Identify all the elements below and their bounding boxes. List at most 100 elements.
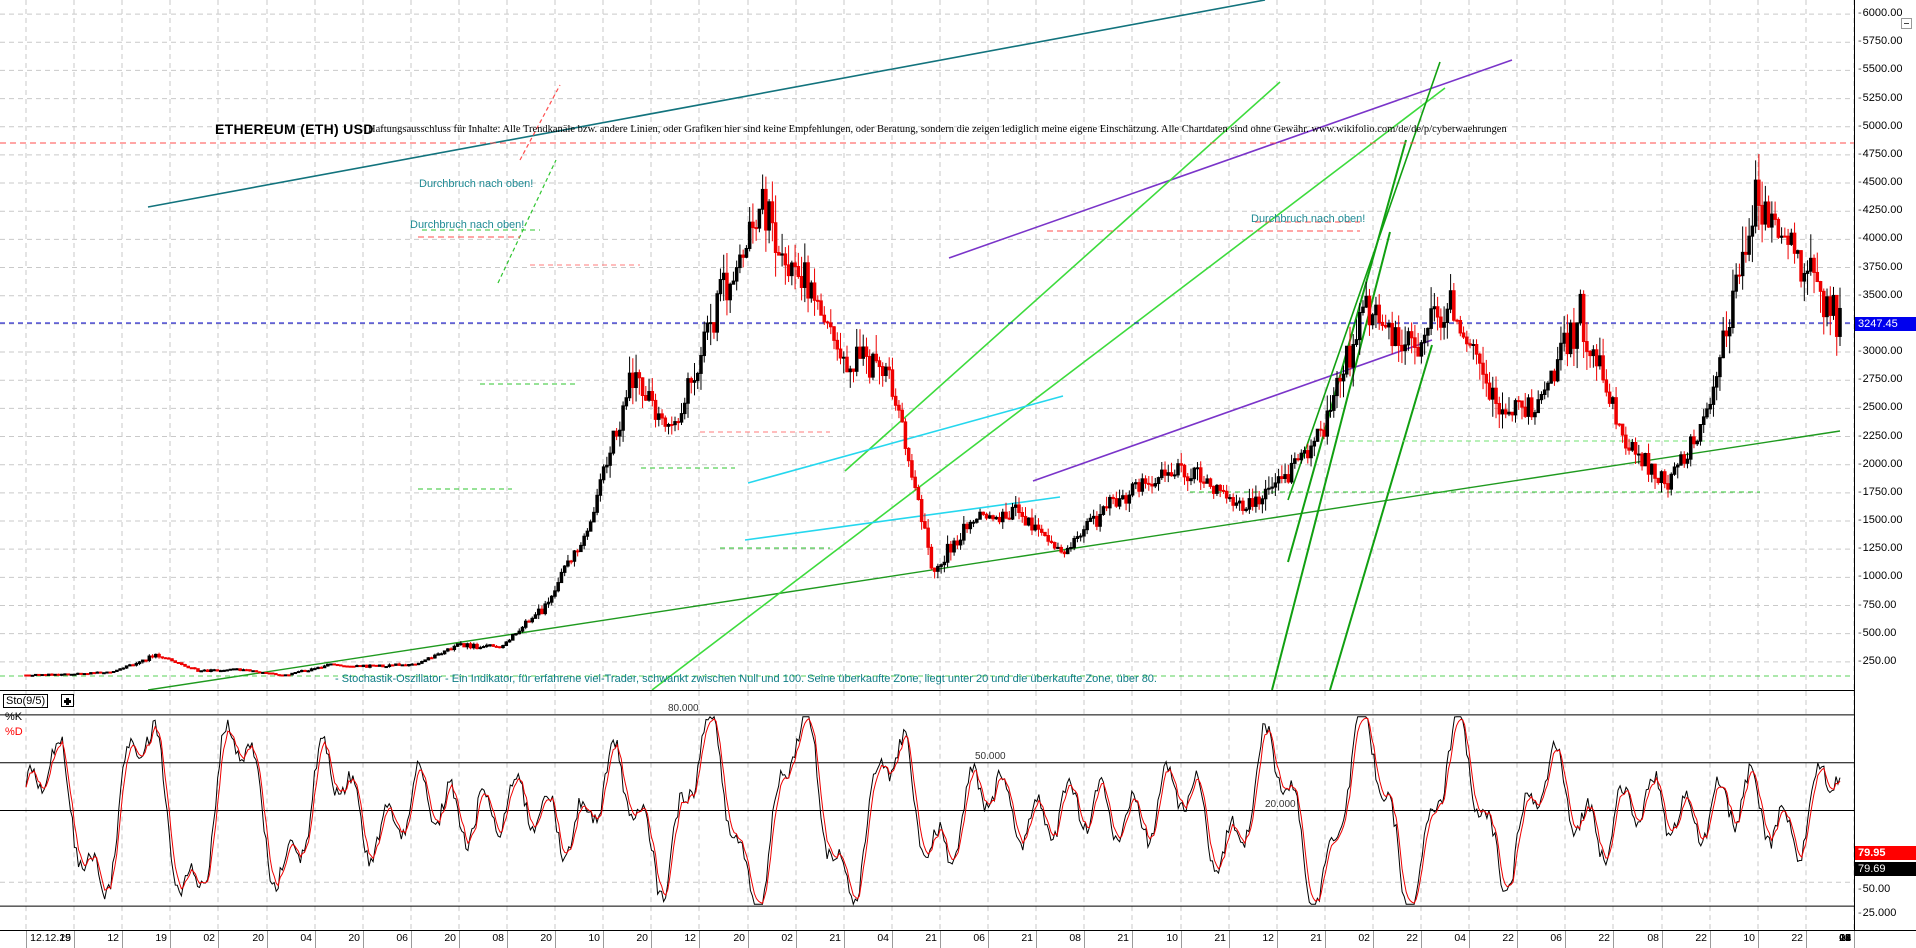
price-chart-panel[interactable]: ETHEREUM (ETH) USD Haftungsausschluss fü… [0,0,1854,690]
time-axis-label: 04 [1454,932,1466,944]
time-axis-label: 25 [1839,932,1851,944]
time-axis-separator [170,931,171,948]
price-tick-1250-00: 1250.00 [1858,543,1903,554]
time-axis-label: 24 [1839,932,1851,944]
time-axis-label: 20 [540,932,552,944]
time-axis-separator [844,931,845,948]
collapse-icon[interactable] [1901,18,1912,29]
time-axis-label: 08 [1839,932,1851,944]
time-axis-label: 06 [1839,932,1851,944]
time-axis-separator [988,931,989,948]
time-axis-separator [74,931,75,948]
time-axis-label: 04 [300,932,312,944]
time-axis-label: 06 [973,932,985,944]
time-axis-separator [603,931,604,948]
time-axis-label: 04 [1839,932,1851,944]
time-axis-label: 23 [1839,932,1851,944]
price-series-plot [0,0,1854,690]
time-axis-separator [1854,931,1855,948]
oscillator-explanation-note: - Stochastik-Oszillator - Ein Indikator,… [335,673,1157,685]
time-axis-label: 25 [1839,932,1851,944]
annotation-breakout-2: Durchbruch nach oben! [410,219,525,231]
last-price-badge: 3247.45 [1855,317,1916,331]
time-axis-separator [1613,931,1614,948]
time-axis-label: 06 [396,932,408,944]
time-axis-label: 24 [1839,932,1851,944]
price-tick-250-00: 250.00 [1858,655,1897,667]
time-axis-label: 10 [588,932,600,944]
annotation-breakout-3: Durchbruch nach oben! [1251,213,1366,225]
chart-title: ETHEREUM (ETH) USD [215,121,374,137]
time-axis-label: 24 [1839,932,1851,944]
time-axis-label: 12 [1839,932,1851,944]
time-axis-separator [267,931,268,948]
time-axis-label: 19 [155,932,167,944]
time-axis-label: 04 [877,932,889,944]
time-axis-label: 02 [1839,932,1851,944]
time-axis-separator [651,931,652,948]
time-axis-label: 08 [1647,932,1659,944]
oscillator-level-50: 50.000 [975,751,1006,762]
time-axis-separator [507,931,508,948]
time-axis-label: 21 [1310,932,1322,944]
time-axis-label: 12 [1839,932,1851,944]
time-axis-label: 08 [492,932,504,944]
time-axis-label: 26 [1839,932,1851,944]
time-axis-label: 08 [1839,932,1851,944]
price-tick-1500-00: 1500.00 [1858,515,1903,526]
time-axis-label: 12 [1839,932,1851,944]
time-axis-label: 06 [1550,932,1562,944]
time-axis-label: 12 [1262,932,1274,944]
time-axis-label: 22 [1598,932,1610,944]
time-axis[interactable]: 12.12.25 19 12 19 02 20 04 20 06 20 08 20 10 20 12 20 02… [0,930,1916,948]
time-axis-separator [1565,931,1566,948]
time-axis-label: 20 [444,932,456,944]
time-axis-separator [26,931,27,948]
disclaimer-text: Haftungsausschluss für Inhalte: Alle Tre… [368,124,1507,135]
oscillator-level-20: 20.000 [1265,799,1296,810]
price-tick-1000-00: 1000.00 [1858,571,1903,582]
oscillator-indicator-tag[interactable]: Sto(9/5) [3,694,49,708]
time-axis-separator [892,931,893,948]
oscillator-d-label: %D [5,726,23,738]
time-axis-label: 10 [1839,932,1851,944]
time-axis-label: 20 [252,932,264,944]
time-axis-separator [1036,931,1037,948]
time-axis-label: 04 [1839,932,1851,944]
time-axis-label: - [1847,932,1852,944]
time-axis-label: 12 [107,932,119,944]
time-axis-label: 23 [1839,932,1851,944]
time-axis-separator [699,931,700,948]
time-axis-label: 23 [1839,932,1851,944]
price-tick-3500-00: 3500.00 [1858,289,1903,301]
oscillator-d-value-badge: 79.95 [1855,846,1916,860]
price-tick-4250-00: 4250.00 [1858,205,1903,216]
expand-icon[interactable] [61,694,74,707]
oscillator-level-80: 80.000 [668,703,699,714]
time-axis-label: 12 [684,932,696,944]
time-axis-label: 20 [636,932,648,944]
time-axis-label: 24 [1839,932,1851,944]
time-axis-label: 02 [1358,932,1370,944]
time-axis-separator [411,931,412,948]
time-axis-separator [1373,931,1374,948]
price-tick-5750-00: 5750.00 [1858,36,1903,47]
time-axis-label: 12 [1839,932,1851,944]
price-tick-500-00: 500.00 [1858,627,1897,639]
price-tick-3750-00: 3750.00 [1858,261,1903,273]
time-axis-label: 06 [1839,932,1851,944]
stochastic-oscillator-panel[interactable]: Sto(9/5) %K %D 80.000 50.000 20.000 [0,690,1854,930]
price-axis[interactable]: 6000.00 5750.00 5500.00 5250.00 5000.00 4750.… [1854,0,1916,930]
time-axis-label: 08 [1839,932,1851,944]
time-axis-separator [1277,931,1278,948]
price-tick-4750-00: 4750.00 [1858,148,1903,160]
time-axis-label: 10 [1839,932,1851,944]
time-axis-label: 08 [1069,932,1081,944]
time-axis-label: 23 [1839,932,1851,944]
time-axis-label: 20 [733,932,745,944]
time-axis-separator [1229,931,1230,948]
time-axis-separator [1084,931,1085,948]
price-tick-5000-00: 5000.00 [1858,120,1903,132]
time-axis-label: 21 [829,932,841,944]
